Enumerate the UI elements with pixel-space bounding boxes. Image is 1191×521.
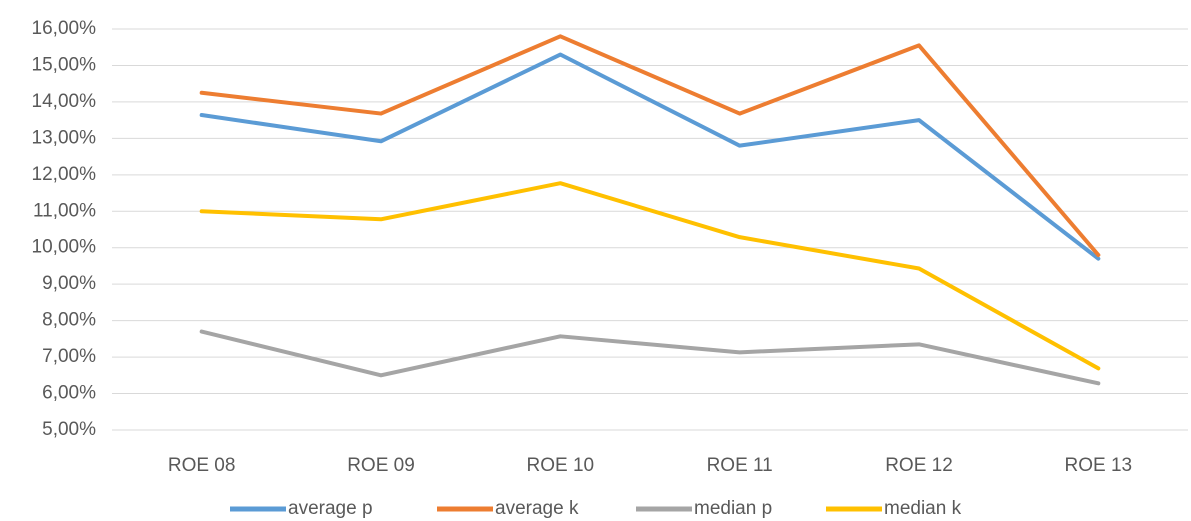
y-tick-label: 13,00% [32, 127, 97, 148]
legend-label: average p [288, 498, 373, 519]
y-tick-label: 12,00% [32, 164, 97, 185]
x-tick-label: ROE 13 [1065, 455, 1133, 476]
y-tick-label: 6,00% [42, 383, 96, 404]
legend-label: average k [495, 498, 579, 519]
series-line [199, 34, 1101, 258]
series-line [199, 52, 1101, 261]
y-tick-label: 10,00% [32, 237, 97, 258]
y-tick-label: 5,00% [42, 419, 96, 440]
y-tick-label: 15,00% [32, 54, 97, 75]
legend-label: median k [884, 498, 962, 519]
y-tick-label: 16,00% [32, 18, 97, 39]
x-tick-label: ROE 08 [168, 455, 236, 476]
x-tick-label: ROE 11 [707, 455, 773, 476]
series-line [199, 181, 1101, 371]
x-tick-label: ROE 12 [885, 455, 953, 476]
y-tick-label: 8,00% [42, 310, 96, 331]
series-line [199, 329, 1101, 386]
y-tick-label: 7,00% [42, 346, 96, 367]
x-tick-label: ROE 10 [527, 455, 595, 476]
x-tick-label: ROE 09 [347, 455, 415, 476]
y-tick-label: 14,00% [32, 91, 97, 112]
y-tick-label: 9,00% [42, 273, 96, 294]
legend-label: median p [694, 498, 772, 519]
y-tick-label: 11,00% [33, 200, 96, 221]
